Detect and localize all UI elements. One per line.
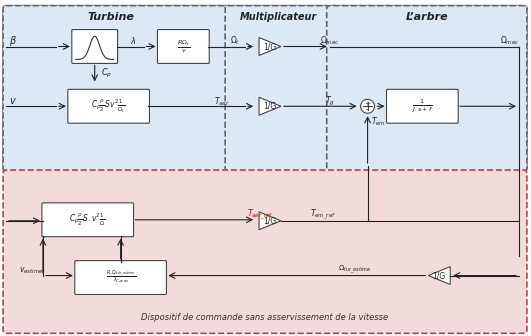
Text: Dispositif de commande sans asservissement de la vitesse: Dispositif de commande sans asservisseme… bbox=[141, 313, 389, 322]
Text: $C_p$: $C_p$ bbox=[101, 67, 112, 80]
Text: -: - bbox=[366, 105, 369, 114]
FancyBboxPatch shape bbox=[3, 170, 527, 333]
Text: $T_{em}$: $T_{em}$ bbox=[371, 116, 386, 128]
Text: $v$: $v$ bbox=[9, 96, 17, 106]
Text: Multiplicateur: Multiplicateur bbox=[239, 12, 316, 22]
FancyBboxPatch shape bbox=[327, 6, 527, 171]
Polygon shape bbox=[259, 212, 281, 230]
Text: 1/G: 1/G bbox=[263, 42, 277, 51]
Text: $T_{em\_ref}$: $T_{em\_ref}$ bbox=[310, 208, 336, 222]
FancyBboxPatch shape bbox=[42, 203, 134, 237]
FancyBboxPatch shape bbox=[75, 261, 166, 294]
Text: $T_{aer\_ref}$: $T_{aer\_ref}$ bbox=[247, 208, 273, 222]
Text: Turbine: Turbine bbox=[87, 12, 134, 22]
Text: $\lambda$: $\lambda$ bbox=[130, 35, 137, 46]
FancyBboxPatch shape bbox=[72, 30, 117, 64]
Text: $v_{estime}$: $v_{estime}$ bbox=[19, 265, 43, 276]
Circle shape bbox=[361, 99, 374, 113]
Text: $C_p\frac{\rho}{2}S.v^2\frac{1}{\Omega}$: $C_p\frac{\rho}{2}S.v^2\frac{1}{\Omega}$ bbox=[70, 212, 106, 228]
Polygon shape bbox=[259, 97, 281, 115]
Polygon shape bbox=[429, 266, 450, 285]
FancyBboxPatch shape bbox=[158, 30, 209, 64]
Polygon shape bbox=[259, 38, 281, 55]
Text: 1/G: 1/G bbox=[263, 102, 277, 111]
Text: 1/G: 1/G bbox=[263, 216, 277, 225]
Text: 1/G: 1/G bbox=[433, 271, 446, 280]
Text: $T_g$: $T_g$ bbox=[325, 95, 335, 108]
Text: $\Omega_t$: $\Omega_t$ bbox=[230, 34, 241, 47]
Text: $\beta$: $\beta$ bbox=[9, 34, 17, 47]
FancyBboxPatch shape bbox=[3, 6, 527, 171]
FancyBboxPatch shape bbox=[387, 89, 458, 123]
Text: $\frac{R\Omega_t}{v}$: $\frac{R\Omega_t}{v}$ bbox=[177, 38, 190, 55]
Text: $C_p\frac{\rho}{2}Sv^2\frac{1}{\Omega_t}$: $C_p\frac{\rho}{2}Sv^2\frac{1}{\Omega_t}… bbox=[91, 98, 126, 115]
FancyBboxPatch shape bbox=[225, 6, 331, 171]
FancyBboxPatch shape bbox=[3, 6, 228, 171]
Text: $\Omega_{mec}$: $\Omega_{mec}$ bbox=[500, 34, 519, 47]
Text: $\frac{1}{J.s+f}$: $\frac{1}{J.s+f}$ bbox=[411, 98, 433, 115]
Text: $T_{aer}$: $T_{aer}$ bbox=[215, 95, 230, 108]
FancyBboxPatch shape bbox=[68, 89, 150, 123]
Text: $\frac{R.\Omega_{tur\_estime}}{\lambda_{C_p max}}$: $\frac{R.\Omega_{tur\_estime}}{\lambda_{… bbox=[106, 269, 136, 286]
Text: L’arbre: L’arbre bbox=[406, 12, 449, 22]
Text: +: + bbox=[365, 101, 371, 107]
Text: $\Omega_{mec}$: $\Omega_{mec}$ bbox=[320, 34, 339, 47]
Text: $\Omega_{tur\_estime}$: $\Omega_{tur\_estime}$ bbox=[338, 263, 371, 276]
